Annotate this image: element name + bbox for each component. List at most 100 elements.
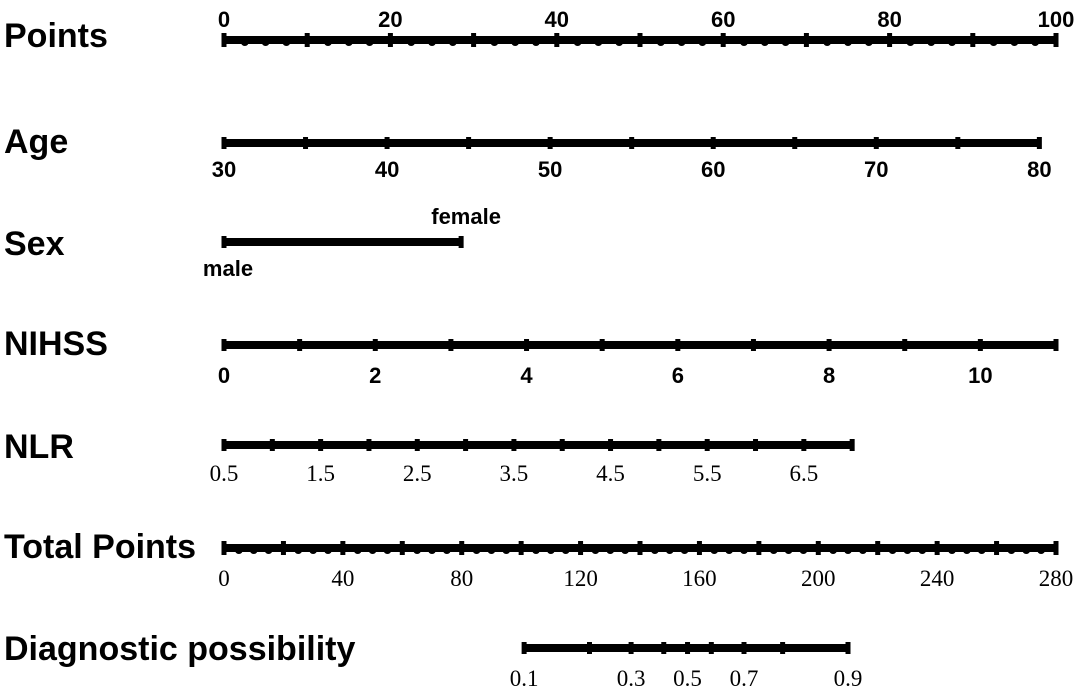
total-points-minor-dot [428, 546, 436, 554]
age-tick-label: 60 [701, 157, 725, 182]
total-points-minor-dot [948, 546, 956, 554]
total-points-tick-label: 0 [218, 566, 230, 591]
total-points-minor-dot [1022, 546, 1031, 554]
total-points-minor-dot [918, 546, 927, 554]
total-points-tick-label: 240 [920, 566, 955, 591]
nlr-tick-label: 0.5 [210, 461, 239, 486]
total-points-minor-dot [665, 546, 674, 554]
total-points-minor-dot [799, 546, 808, 554]
points-minor-dot [1010, 38, 1019, 46]
total-points-minor-dot [324, 546, 332, 554]
points-tick-label: 40 [545, 7, 569, 32]
total-points-minor-dot [442, 546, 451, 554]
total-points-minor-dot [710, 546, 719, 554]
total-points-minor-dot [546, 546, 555, 554]
total-points-minor-dot [725, 546, 734, 554]
total-points-minor-dot [680, 546, 689, 554]
points-tick-label: 80 [877, 7, 901, 32]
points-minor-dot [698, 38, 707, 46]
total-points-minor-dot [472, 546, 481, 554]
points-tick-label: 60 [711, 7, 735, 32]
points-minor-dot [677, 38, 686, 46]
total-points-minor-dot [368, 546, 377, 554]
total-points-minor-dot [1007, 546, 1016, 554]
age-tick-label: 40 [375, 157, 399, 182]
points-minor-dot [240, 38, 249, 46]
total-points-minor-dot [353, 546, 362, 554]
total-points-minor-dot [621, 546, 630, 554]
age-tick-label: 30 [212, 157, 236, 182]
points-minor-dot [844, 38, 852, 46]
total-points-minor-dot [532, 546, 540, 554]
total-points-minor-dot [264, 546, 273, 554]
nlr-tick-label: 2.5 [403, 461, 432, 486]
points-row-label: Points [4, 17, 108, 55]
sex-category-label: female [431, 204, 501, 229]
points-minor-dot [906, 38, 915, 46]
total-points-tick-label: 40 [331, 566, 354, 591]
total-points-tick-label: 200 [801, 566, 836, 591]
nlr-row-label: NLR [4, 428, 74, 466]
total-points-minor-dot [769, 546, 778, 554]
total-points-minor-dot [383, 546, 392, 554]
total-points-minor-dot [962, 546, 971, 554]
points-minor-dot [344, 38, 353, 46]
total-points-minor-dot [858, 546, 867, 554]
total-points-tick-label: 120 [563, 566, 598, 591]
points-tick-label: 0 [218, 7, 230, 32]
points-minor-dot [864, 38, 873, 46]
total-points-minor-dot [903, 546, 912, 554]
points-minor-dot [407, 38, 416, 46]
points-minor-dot [594, 38, 603, 46]
diagnostic-possibility-tick-label: 0.1 [510, 666, 539, 691]
nihss-tick-label: 4 [520, 363, 533, 388]
points-minor-dot [261, 38, 270, 46]
diagnostic-possibility-tick-label: 0.3 [617, 666, 646, 691]
total-points-minor-dot [829, 546, 838, 554]
points-minor-dot [365, 38, 374, 46]
nihss-tick-label: 10 [968, 363, 992, 388]
points-minor-dot [948, 38, 956, 46]
nlr-tick-label: 6.5 [789, 461, 818, 486]
points-minor-dot [760, 38, 769, 46]
diagnostic-possibility-tick-label: 0.7 [730, 666, 759, 691]
sex-row-label: Sex [4, 225, 65, 263]
points-minor-dot [740, 38, 748, 46]
age-tick-label: 80 [1027, 157, 1051, 182]
points-minor-dot [989, 38, 998, 46]
total-points-minor-dot [591, 546, 600, 554]
total-points-minor-dot [650, 546, 659, 554]
total-points-minor-dot [487, 546, 496, 554]
points-tick-label: 100 [1038, 7, 1075, 32]
points-minor-dot [573, 38, 582, 46]
total-points-tick-label: 280 [1039, 566, 1074, 591]
diagnostic-possibility-tick-label: 0.9 [834, 666, 863, 691]
total-points-minor-dot [844, 546, 852, 554]
nlr-tick-label: 4.5 [596, 461, 625, 486]
points-minor-dot [1031, 38, 1040, 46]
diagnostic-possibility-row-label: Diagnostic possibility [4, 630, 355, 668]
total-points-minor-dot [249, 546, 258, 554]
nihss-row-label: NIHSS [4, 325, 108, 363]
total-points-tick-label: 160 [682, 566, 717, 591]
points-minor-dot [781, 38, 790, 46]
nlr-tick-label: 3.5 [500, 461, 529, 486]
diagnostic-possibility-tick-label: 0.5 [673, 666, 702, 691]
sex-category-label: male [203, 256, 253, 281]
nihss-tick-label: 2 [369, 363, 381, 388]
total-points-minor-dot [561, 546, 570, 554]
points-minor-dot [656, 38, 665, 46]
points-minor-dot [428, 38, 436, 46]
points-minor-dot [490, 38, 499, 46]
age-tick-label: 70 [864, 157, 888, 182]
points-minor-dot [282, 38, 291, 46]
age-tick-label: 50 [538, 157, 562, 182]
total-points-minor-dot [413, 546, 422, 554]
points-minor-dot [615, 38, 624, 46]
points-minor-dot [823, 38, 832, 46]
total-points-minor-dot [606, 546, 615, 554]
points-minor-dot [532, 38, 540, 46]
nlr-tick-label: 1.5 [306, 461, 335, 486]
total-points-tick-label: 80 [450, 566, 473, 591]
